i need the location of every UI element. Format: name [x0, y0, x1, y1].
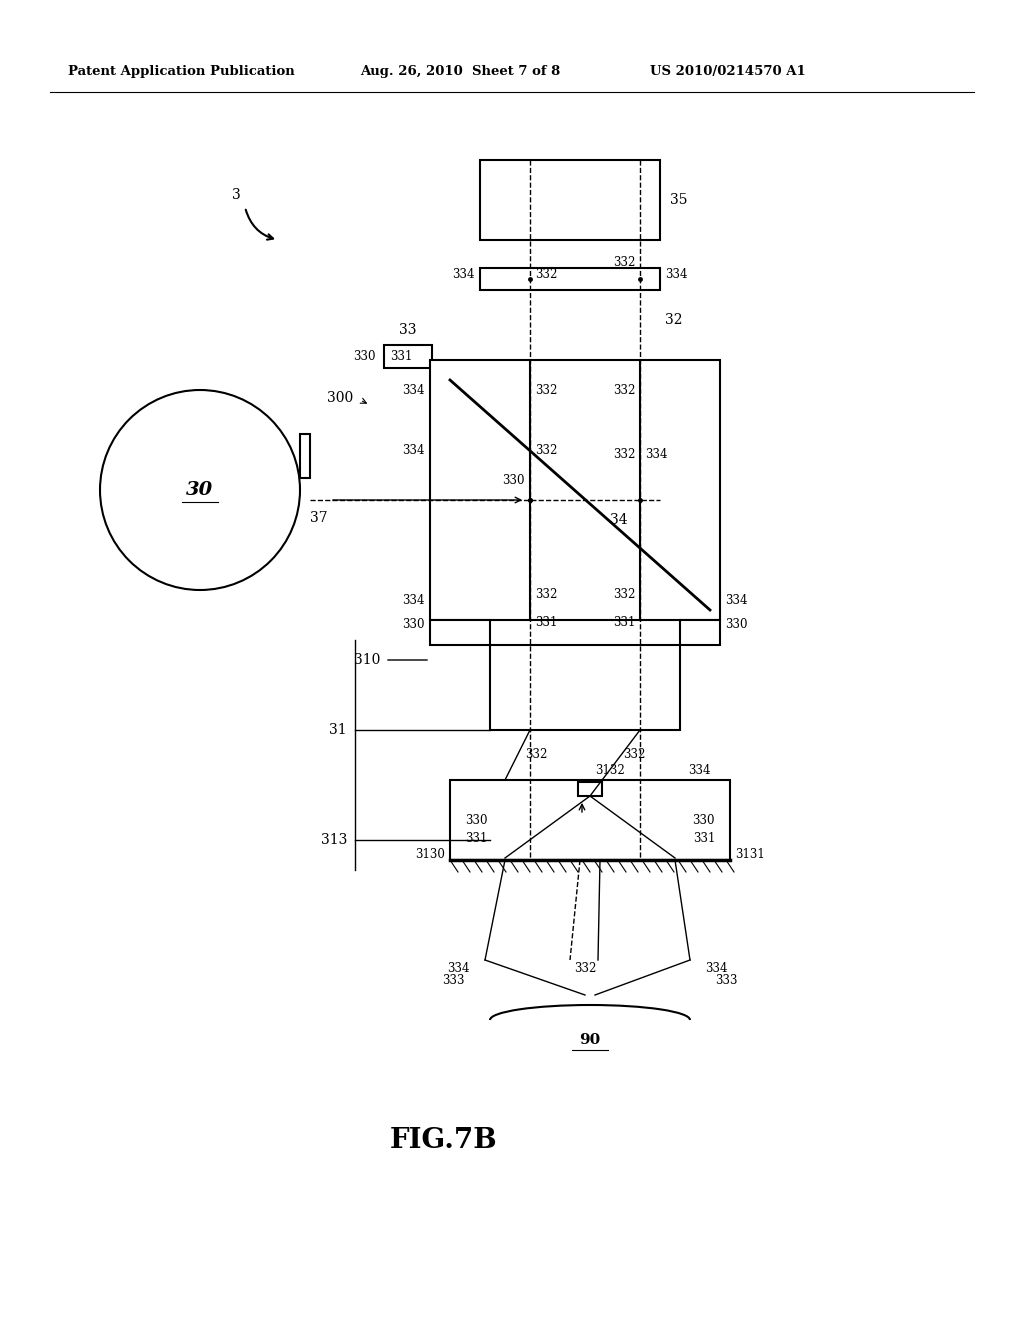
Bar [578, 781, 602, 796]
Text: 90: 90 [580, 1034, 601, 1047]
Text: 31: 31 [330, 723, 347, 737]
Bar [680, 620, 720, 645]
Text: 334: 334 [402, 594, 425, 606]
Text: 332: 332 [573, 961, 596, 974]
Text: 37: 37 [310, 511, 328, 525]
Text: 35: 35 [670, 193, 687, 207]
Bar [480, 160, 660, 240]
Text: 331: 331 [535, 615, 557, 628]
Text: 331: 331 [390, 350, 413, 363]
Text: 3131: 3131 [735, 849, 765, 862]
Text: 334: 334 [725, 594, 748, 606]
Text: 334: 334 [705, 961, 727, 974]
Text: 332: 332 [623, 748, 645, 762]
Text: 330: 330 [465, 813, 487, 826]
Text: 334: 334 [402, 384, 425, 396]
Bar [384, 345, 432, 368]
Text: 300: 300 [327, 391, 353, 405]
Text: 330: 330 [692, 813, 715, 826]
Text: 334: 334 [402, 444, 425, 457]
Text: 332: 332 [535, 268, 557, 281]
Text: 331: 331 [692, 832, 715, 845]
Bar [450, 780, 730, 861]
Text: 32: 32 [665, 313, 683, 327]
Text: 334: 334 [453, 268, 475, 281]
Bar [490, 645, 680, 730]
Text: 334: 334 [645, 449, 668, 462]
Text: 333: 333 [715, 974, 737, 986]
Text: 334: 334 [447, 961, 470, 974]
Text: Aug. 26, 2010  Sheet 7 of 8: Aug. 26, 2010 Sheet 7 of 8 [360, 66, 560, 78]
Text: 3: 3 [232, 187, 241, 202]
Text: 332: 332 [612, 384, 635, 396]
Bar [480, 268, 660, 290]
Text: 332: 332 [535, 444, 557, 457]
Bar [430, 620, 490, 645]
Text: 331: 331 [612, 615, 635, 628]
Text: 332: 332 [535, 589, 557, 602]
Text: 332: 332 [612, 589, 635, 602]
Text: 332: 332 [535, 384, 557, 396]
Text: 334: 334 [665, 268, 687, 281]
Text: 330: 330 [353, 350, 376, 363]
Text: FIG.7B: FIG.7B [390, 1126, 498, 1154]
Text: 3132: 3132 [595, 763, 625, 776]
Text: 332: 332 [612, 449, 635, 462]
Text: 333: 333 [442, 974, 465, 986]
Text: 331: 331 [465, 832, 487, 845]
Text: 3130: 3130 [415, 849, 445, 862]
Text: 330: 330 [402, 619, 425, 631]
Text: 34: 34 [610, 513, 628, 527]
Bar [430, 360, 720, 620]
Text: 313: 313 [321, 833, 347, 847]
Bar [300, 434, 310, 478]
Text: 334: 334 [688, 763, 711, 776]
Text: US 2010/0214570 A1: US 2010/0214570 A1 [650, 66, 806, 78]
Text: Patent Application Publication: Patent Application Publication [68, 66, 295, 78]
Text: 332: 332 [612, 256, 635, 268]
Text: 310: 310 [353, 653, 380, 667]
Text: 33: 33 [399, 323, 417, 337]
Text: 332: 332 [525, 748, 548, 762]
Text: 330: 330 [725, 619, 748, 631]
Text: 30: 30 [186, 480, 214, 499]
Text: 330: 330 [503, 474, 525, 487]
